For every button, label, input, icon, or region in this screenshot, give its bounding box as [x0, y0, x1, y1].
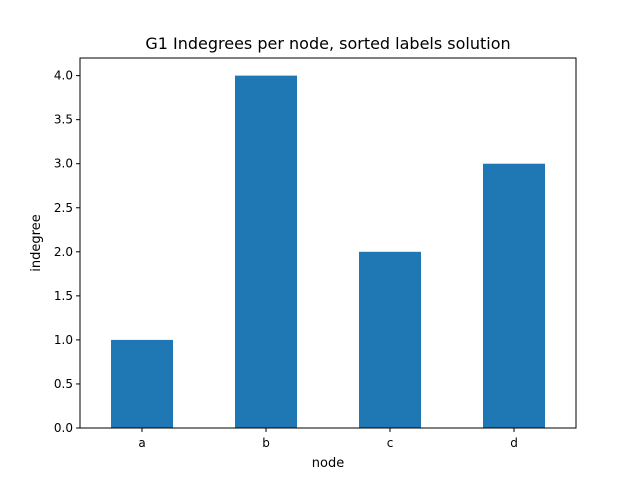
x-axis-ticks: a b c d — [138, 428, 518, 450]
y-tick-label: 2.0 — [54, 245, 73, 259]
y-axis-label: indegree — [29, 214, 44, 271]
y-tick-label: 3.5 — [54, 113, 73, 127]
bar-b — [235, 75, 297, 428]
y-tick-label: 0.0 — [54, 421, 73, 435]
bars-group — [111, 75, 545, 428]
x-tick-label: c — [387, 436, 394, 450]
y-tick-label: 4.0 — [54, 69, 73, 83]
bar-c — [359, 251, 421, 428]
x-tick-label: a — [138, 436, 145, 450]
chart-title: G1 Indegrees per node, sorted labels sol… — [145, 34, 510, 53]
plot-frame — [79, 57, 577, 429]
bar-d — [483, 163, 545, 428]
y-axis-ticks: 0.0 0.5 1.0 1.5 2.0 2.5 3.0 3.5 4.0 — [54, 69, 80, 435]
x-axis-label: node — [312, 456, 344, 471]
bar-a — [111, 339, 173, 428]
x-tick-label: d — [510, 436, 518, 450]
y-tick-label: 1.5 — [54, 289, 73, 303]
y-tick-label: 1.0 — [54, 333, 73, 347]
y-tick-label: 2.5 — [54, 201, 73, 215]
x-tick-label: b — [262, 436, 270, 450]
y-tick-label: 0.5 — [54, 377, 73, 391]
y-tick-label: 3.0 — [54, 157, 73, 171]
